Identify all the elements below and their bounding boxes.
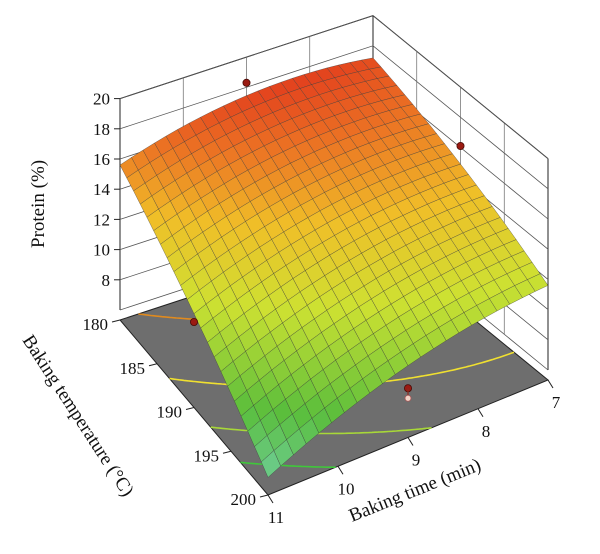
y-axis-ticks: 180 185 190 195 200: [83, 315, 269, 509]
x-tick-mark: [407, 437, 414, 446]
wall-gridline: [119, 15, 549, 159]
x-tick-mark: [267, 494, 274, 504]
y-tick-mark: [259, 494, 269, 498]
z-axis-title: Protein (%): [28, 160, 49, 248]
x-tick-mark: [547, 379, 554, 389]
design-points: [189, 78, 465, 402]
z-tick-label: 20: [93, 90, 110, 109]
y-tick-mark: [222, 450, 232, 454]
y-tick-mark: [148, 363, 158, 367]
y-axis-title: Baking temperature (°C): [18, 331, 138, 500]
z-tick-label: 10: [93, 241, 110, 260]
x-tick-label: 11: [268, 508, 284, 527]
x-axis-ticks: 7 8 9 10 11: [267, 379, 561, 527]
y-tick-label: 180: [83, 315, 109, 334]
x-tick-mark: [477, 408, 484, 418]
y-tick-label: 190: [157, 403, 183, 422]
x-tick-label: 9: [412, 451, 421, 470]
z-tick-label: 14: [93, 180, 111, 199]
surface-cell: [527, 273, 549, 292]
x-tick-label: 8: [482, 422, 491, 441]
design-point-marker: [404, 394, 412, 402]
z-tick-label: 16: [93, 150, 110, 169]
y-tick-mark: [111, 319, 121, 323]
y-tick-label: 200: [231, 490, 257, 509]
x-tick-label: 7: [552, 393, 561, 412]
z-tick-label: 12: [93, 210, 110, 229]
design-point: [456, 141, 465, 150]
x-tick-label: 10: [338, 479, 355, 498]
wall-gridline: [119, 45, 549, 190]
design-point: [189, 317, 198, 326]
z-tick-label: 18: [93, 120, 110, 139]
y-tick-mark: [185, 407, 195, 410]
x-tick-mark: [337, 465, 344, 475]
z-axis-ticks: 8 10 12 14 16 18 20: [93, 90, 120, 290]
response-surface: [119, 57, 549, 478]
y-tick-label: 185: [120, 359, 146, 378]
y-tick-label: 195: [194, 446, 220, 465]
z-tick-label: 8: [102, 271, 111, 290]
design-point: [242, 78, 251, 87]
